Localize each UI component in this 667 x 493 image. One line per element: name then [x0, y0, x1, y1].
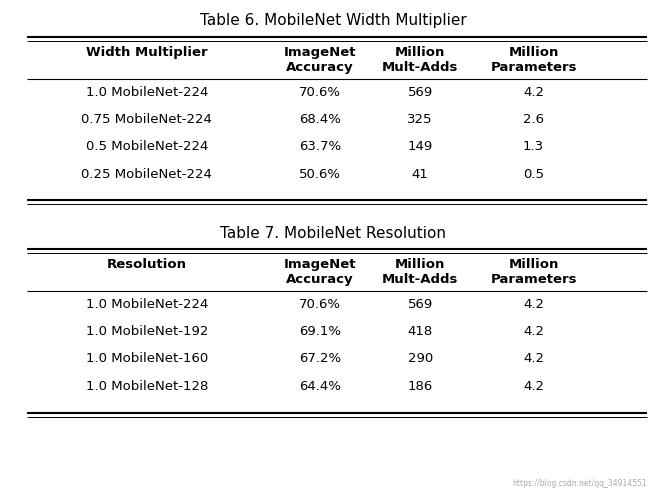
- Text: 186: 186: [408, 380, 433, 392]
- Text: Accuracy: Accuracy: [286, 273, 354, 286]
- Text: 41: 41: [412, 168, 429, 180]
- Text: 2.6: 2.6: [523, 113, 544, 126]
- Text: Mult-Adds: Mult-Adds: [382, 61, 458, 74]
- Text: Parameters: Parameters: [490, 61, 577, 74]
- Text: Million: Million: [395, 258, 446, 271]
- Text: 325: 325: [408, 113, 433, 126]
- Text: Table 6. MobileNet Width Multiplier: Table 6. MobileNet Width Multiplier: [200, 13, 467, 28]
- Text: 1.0 MobileNet-128: 1.0 MobileNet-128: [85, 380, 208, 392]
- Text: 0.5 MobileNet-224: 0.5 MobileNet-224: [85, 141, 208, 153]
- Text: 1.0 MobileNet-224: 1.0 MobileNet-224: [85, 298, 208, 311]
- Text: 4.2: 4.2: [523, 325, 544, 338]
- Text: 149: 149: [408, 141, 433, 153]
- Text: 50.6%: 50.6%: [299, 168, 341, 180]
- Text: Million: Million: [508, 46, 559, 59]
- Text: 4.2: 4.2: [523, 352, 544, 365]
- Text: Table 7. MobileNet Resolution: Table 7. MobileNet Resolution: [221, 226, 446, 241]
- Text: 1.0 MobileNet-224: 1.0 MobileNet-224: [85, 86, 208, 99]
- Text: 1.3: 1.3: [523, 141, 544, 153]
- Text: Accuracy: Accuracy: [286, 61, 354, 74]
- Text: 0.75 MobileNet-224: 0.75 MobileNet-224: [81, 113, 212, 126]
- Text: 69.1%: 69.1%: [299, 325, 341, 338]
- Text: 0.25 MobileNet-224: 0.25 MobileNet-224: [81, 168, 212, 180]
- Text: Parameters: Parameters: [490, 273, 577, 286]
- Text: Width Multiplier: Width Multiplier: [86, 46, 207, 59]
- Text: 418: 418: [408, 325, 433, 338]
- Text: Million: Million: [508, 258, 559, 271]
- Text: 1.0 MobileNet-192: 1.0 MobileNet-192: [85, 325, 208, 338]
- Text: Mult-Adds: Mult-Adds: [382, 273, 458, 286]
- Text: 569: 569: [408, 298, 433, 311]
- Text: 0.5: 0.5: [523, 168, 544, 180]
- Text: https://blog.csdn.net/qq_34914551: https://blog.csdn.net/qq_34914551: [512, 479, 647, 488]
- Text: 70.6%: 70.6%: [299, 86, 341, 99]
- Text: 4.2: 4.2: [523, 298, 544, 311]
- Text: ImageNet: ImageNet: [284, 258, 356, 271]
- Text: Million: Million: [395, 46, 446, 59]
- Text: 67.2%: 67.2%: [299, 352, 342, 365]
- Text: 4.2: 4.2: [523, 380, 544, 392]
- Text: 1.0 MobileNet-160: 1.0 MobileNet-160: [85, 352, 208, 365]
- Text: 290: 290: [408, 352, 433, 365]
- Text: 68.4%: 68.4%: [299, 113, 341, 126]
- Text: 4.2: 4.2: [523, 86, 544, 99]
- Text: 569: 569: [408, 86, 433, 99]
- Text: 63.7%: 63.7%: [299, 141, 342, 153]
- Text: Resolution: Resolution: [107, 258, 187, 271]
- Text: 64.4%: 64.4%: [299, 380, 341, 392]
- Text: 70.6%: 70.6%: [299, 298, 341, 311]
- Text: ImageNet: ImageNet: [284, 46, 356, 59]
